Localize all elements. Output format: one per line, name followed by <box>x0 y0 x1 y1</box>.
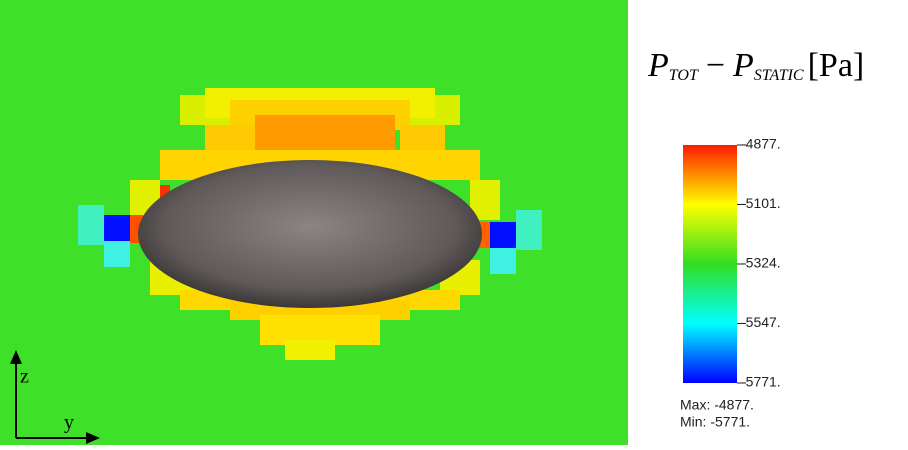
field-cell <box>104 241 130 267</box>
min-label: Min: -5771. <box>680 414 750 430</box>
y-arrow <box>86 432 100 444</box>
axis-label: z <box>20 366 29 388</box>
legend-title: PTOT − PSTATIC [Pa] <box>647 47 864 84</box>
body-shape <box>138 160 482 308</box>
z-arrow <box>10 350 22 364</box>
axis-label: y <box>64 412 74 434</box>
field-cell <box>490 248 516 274</box>
colorbar-ticks: -4877. -5101. -5324. -5547. -5771. <box>737 136 781 390</box>
tick-label: -5324. <box>741 255 781 271</box>
field-cell <box>490 222 516 248</box>
field-cell <box>78 205 104 245</box>
field-cell <box>104 215 130 241</box>
field-cell <box>285 340 335 360</box>
title-part: − <box>706 47 725 84</box>
max-label: Max: -4877. <box>680 397 754 413</box>
tick-label: -5771. <box>741 374 781 390</box>
tick-label: -4877. <box>741 136 781 152</box>
title-part: TOT <box>669 67 699 84</box>
tick-label: -5547. <box>741 314 781 330</box>
field-cell <box>516 210 542 250</box>
title-part: STATIC <box>754 67 804 84</box>
title-part: [Pa] <box>808 47 865 84</box>
title-part: P <box>647 47 669 84</box>
tick-label: -5101. <box>741 195 781 211</box>
title-part: P <box>732 47 754 84</box>
axes-triad: z y <box>10 350 100 444</box>
colorbar <box>683 145 737 383</box>
